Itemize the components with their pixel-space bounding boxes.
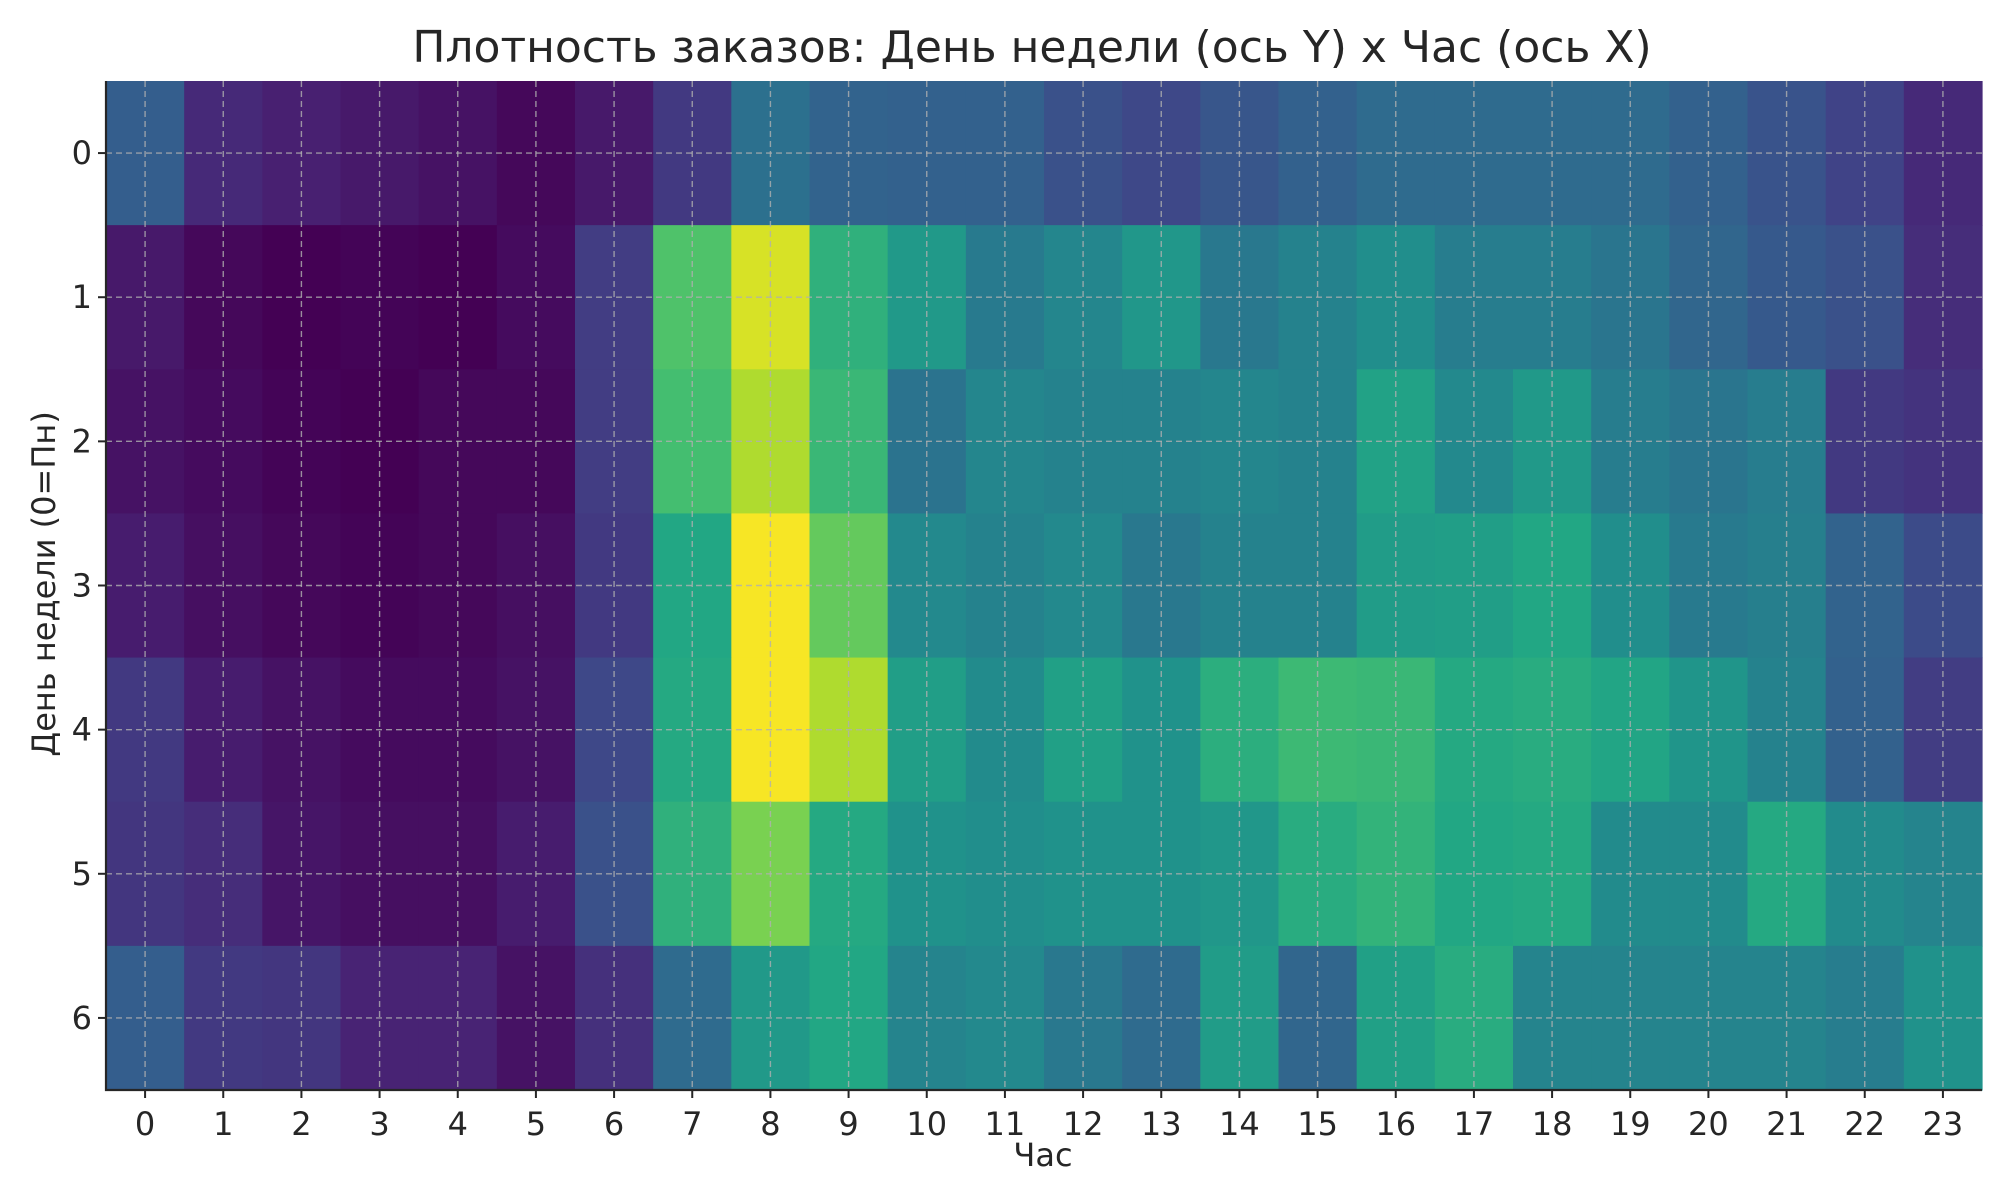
x-tick-label: 16 xyxy=(1375,1105,1416,1143)
x-axis-label: Час xyxy=(1013,1136,1072,1174)
x-tick-label: 18 xyxy=(1532,1105,1573,1143)
x-tick-label: 13 xyxy=(1141,1105,1182,1143)
chart-title: Плотность заказов: День недели (ось Y) x… xyxy=(412,22,1651,73)
x-tick-label: 6 xyxy=(604,1105,624,1143)
y-tick-label: 0 xyxy=(72,134,92,172)
x-tick-label: 0 xyxy=(135,1105,155,1143)
x-tick-label: 12 xyxy=(1063,1105,1104,1143)
y-tick-label: 4 xyxy=(72,711,92,749)
x-tick-label: 9 xyxy=(838,1105,858,1143)
axes xyxy=(104,81,1982,1092)
y-tick-label: 1 xyxy=(72,278,92,316)
x-tick-label: 21 xyxy=(1766,1105,1807,1143)
y-tick-label: 3 xyxy=(72,567,92,605)
x-tick-label: 1 xyxy=(213,1105,233,1143)
x-tick-label: 15 xyxy=(1297,1105,1338,1143)
x-tick-label: 7 xyxy=(682,1105,702,1143)
x-tick-label: 14 xyxy=(1219,1105,1260,1143)
x-tick-label: 22 xyxy=(1844,1105,1885,1143)
x-tick-label: 20 xyxy=(1688,1105,1729,1143)
x-tick-label: 23 xyxy=(1923,1105,1964,1143)
x-tick-label: 4 xyxy=(448,1105,468,1143)
y-tick-label: 5 xyxy=(72,855,92,893)
x-tick-labels: 0 1 2 3 4 5 6 7 8 9 10 11 12 13 14 15 16 17 18 19 20 21 22 23 xyxy=(135,1090,1963,1143)
x-tick-label: 8 xyxy=(760,1105,780,1143)
axis-spine xyxy=(104,81,1982,1092)
y-tick-label: 2 xyxy=(72,422,92,460)
x-tick-label: 5 xyxy=(526,1105,546,1143)
x-tick-label: 10 xyxy=(906,1105,947,1143)
x-tick-label: 2 xyxy=(291,1105,311,1143)
y-tick-label: 6 xyxy=(72,999,92,1037)
y-axis-label: День недели (0=Пн) xyxy=(25,411,63,757)
y-tick-labels: 0 1 2 3 4 5 6 xyxy=(72,134,106,1037)
grid-lines xyxy=(106,81,1982,1090)
x-tick-label: 19 xyxy=(1610,1105,1651,1143)
x-tick-label: 3 xyxy=(369,1105,389,1143)
x-tick-label: 17 xyxy=(1454,1105,1495,1143)
x-tick-label: 11 xyxy=(985,1105,1026,1143)
